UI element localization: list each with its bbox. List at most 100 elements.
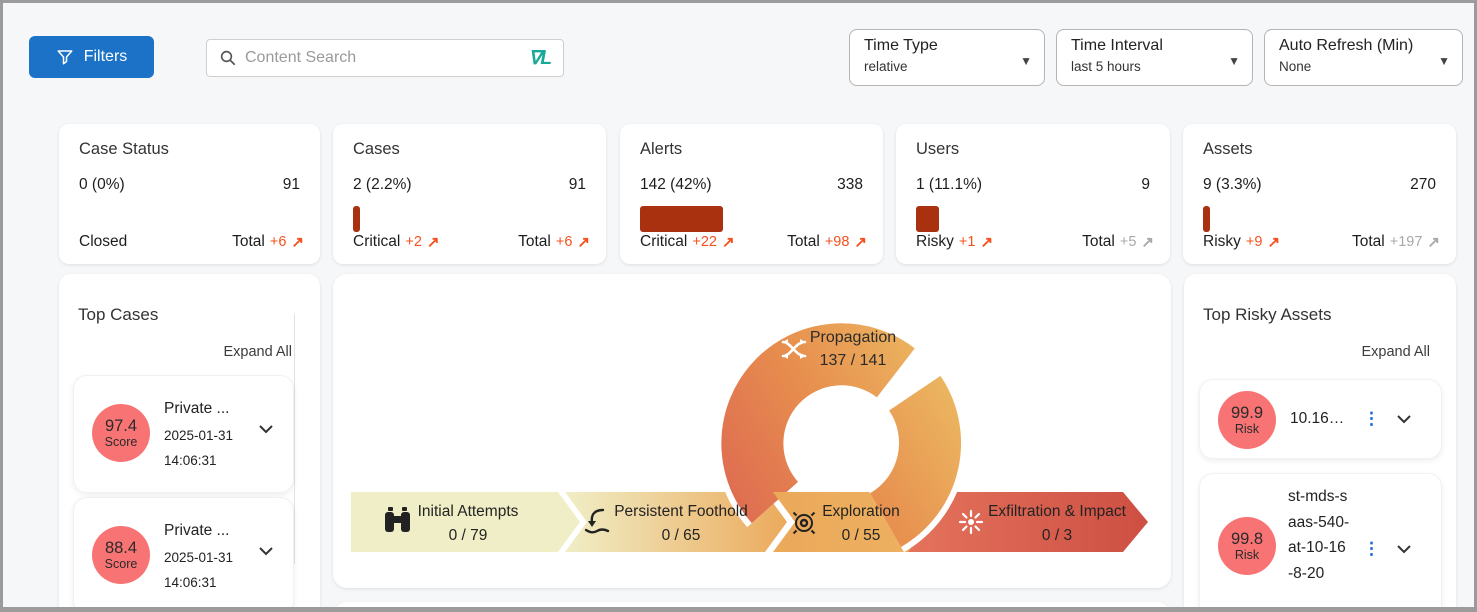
kebab-menu-icon[interactable]: ⋮ xyxy=(1363,409,1380,428)
top-risky-assets-title: Top Risky Assets xyxy=(1203,305,1332,324)
case-list-item[interactable]: 97.4 Score Private ... 2025-01-31 14:06:… xyxy=(73,375,294,493)
drilldown-arrow-icon[interactable]: ↗ xyxy=(1141,234,1154,251)
total-delta[interactable]: +5 xyxy=(1119,234,1137,250)
chevron-down-icon[interactable] xyxy=(258,546,274,556)
critical-delta[interactable]: +2 xyxy=(405,234,422,250)
time-type-value: relative xyxy=(864,59,908,74)
asset-risk-score: 99.8 xyxy=(1230,530,1264,548)
case-score: 88.4 xyxy=(104,539,138,557)
asset-name[interactable]: 10.16… xyxy=(1290,410,1345,427)
stage-label-block: Exploration 0 / 55 xyxy=(761,500,961,548)
risky-bar xyxy=(916,206,939,232)
stage-initial-attempts-label: Initial Attempts xyxy=(417,503,519,520)
time-interval-dropdown[interactable]: Time Interval last 5 hours ▼ xyxy=(1056,29,1253,86)
total-delta[interactable]: +6 xyxy=(269,234,287,250)
impact-burst-icon xyxy=(958,509,984,535)
card-right-value: 270 xyxy=(1410,176,1436,193)
card-title: Cases xyxy=(353,140,400,158)
target-icon xyxy=(792,511,816,535)
card-left-label: Risky xyxy=(916,233,954,250)
chevron-down-icon[interactable] xyxy=(258,424,274,434)
risky-delta[interactable]: +9 xyxy=(1245,234,1263,250)
chevron-down-icon: ▼ xyxy=(1228,54,1240,68)
asset-risk-badge: 99.8 Risk xyxy=(1218,517,1276,575)
propagation-loop-segment[interactable] xyxy=(721,323,915,524)
case-score-label: Score xyxy=(104,557,138,571)
drilldown-arrow-icon[interactable]: ↗ xyxy=(1427,234,1440,251)
stage-exfiltration-impact-shape[interactable] xyxy=(908,492,1148,552)
chevron-down-icon[interactable] xyxy=(1396,414,1412,424)
propagation-loop-segment[interactable] xyxy=(868,375,962,547)
asset-name[interactable]: st-mds-saas-540-at-10-16-8-20 xyxy=(1288,488,1350,582)
kill-chain-graphic xyxy=(351,317,1148,553)
case-name[interactable]: Private ... xyxy=(164,522,230,539)
kill-chain-panel: Propagation 137 / 141 Initial Attempts 0… xyxy=(333,274,1171,588)
drilldown-arrow-icon[interactable]: ↗ xyxy=(854,234,867,251)
search-input[interactable] xyxy=(245,49,521,67)
propagation-label: Propagation xyxy=(809,329,897,346)
top-risky-assets-expand-all[interactable]: Expand All xyxy=(1361,344,1430,360)
drilldown-arrow-icon[interactable]: ↗ xyxy=(980,234,994,251)
asset-list-item[interactable]: 99.8 Risk st-mds-saas-540-at-10-16-8-20 … xyxy=(1199,473,1442,607)
stage-persistent-foothold-shape[interactable] xyxy=(565,492,787,552)
stage-label-block: Initial Attempts 0 / 79 xyxy=(368,500,568,548)
card-left-value: 2 (2.2%) xyxy=(353,176,412,193)
auto-refresh-value: None xyxy=(1279,59,1312,74)
kebab-menu-icon[interactable]: ⋮ xyxy=(1363,539,1380,558)
stage-label-block: Exfiltration & Impact 0 / 3 xyxy=(957,500,1157,548)
stage-exploration-label: Exploration xyxy=(822,503,900,520)
case-name[interactable]: Private ... xyxy=(164,400,230,417)
asset-list-item[interactable]: 99.9 Risk 10.16… ⋮ xyxy=(1199,379,1442,459)
stage-initial-attempts-value: 0 / 79 xyxy=(448,527,488,544)
card-title: Users xyxy=(916,140,960,158)
top-cases-expand-all[interactable]: Expand All xyxy=(223,344,292,360)
top-risky-assets-panel: Top Risky Assets Expand All 99.9 Risk 10… xyxy=(1184,274,1456,607)
total-delta[interactable]: +197 xyxy=(1389,234,1423,250)
case-score-badge: 97.4 Score xyxy=(92,404,150,462)
card-title: Assets xyxy=(1203,140,1253,158)
asset-risk-badge: 99.9 Risk xyxy=(1218,391,1276,449)
risky-delta[interactable]: +1 xyxy=(958,234,976,250)
asset-risk-label: Risk xyxy=(1234,422,1260,436)
search-icon xyxy=(220,50,236,66)
next-panel-sliver xyxy=(333,602,1171,607)
case-list-item[interactable]: 88.4 Score Private ... 2025-01-31 14:06:… xyxy=(73,497,294,607)
drilldown-arrow-icon[interactable]: ↗ xyxy=(577,234,590,251)
card-right-label: Total xyxy=(1352,233,1385,250)
card-right-value: 9 xyxy=(1141,176,1150,193)
drilldown-arrow-icon[interactable]: ↗ xyxy=(291,234,304,251)
asset-risk-score: 99.9 xyxy=(1230,404,1264,422)
case-date: 2025-01-31 xyxy=(164,550,234,565)
binoculars-icon xyxy=(385,507,410,532)
stage-exploration-value: 0 / 55 xyxy=(841,527,881,544)
stage-exfiltration-impact-label: Exfiltration & Impact xyxy=(988,503,1126,520)
alerts-card: Alerts 142 (42%) 338 Critical +22 ↗ Tota… xyxy=(620,124,883,264)
time-type-dropdown[interactable]: Time Type relative ▼ xyxy=(849,29,1045,86)
drilldown-arrow-icon[interactable]: ↗ xyxy=(1267,234,1281,251)
card-left-value: 142 (42%) xyxy=(640,176,712,193)
filters-button[interactable]: Filters xyxy=(29,36,154,78)
stage-exfiltration-impact-value: 0 / 3 xyxy=(1041,527,1073,544)
lucene-toggle-icon[interactable]: ∇L xyxy=(528,47,552,69)
card-title: Alerts xyxy=(640,140,683,158)
chevron-down-icon: ▼ xyxy=(1020,54,1032,68)
card-left-label: Risky xyxy=(1203,233,1241,250)
auto-refresh-dropdown[interactable]: Auto Refresh (Min) None ▼ xyxy=(1264,29,1463,86)
cases-card: Cases 2 (2.2%) 91 Critical +2 ↗ Total +6… xyxy=(333,124,606,264)
case-score: 97.4 xyxy=(104,417,138,435)
scrollbar-track[interactable] xyxy=(294,314,295,564)
total-delta[interactable]: +6 xyxy=(555,234,573,250)
time-interval-value: last 5 hours xyxy=(1071,59,1141,74)
content-search-box[interactable]: ∇L xyxy=(206,39,564,77)
chevron-down-icon[interactable] xyxy=(1396,544,1412,554)
drilldown-arrow-icon[interactable]: ↗ xyxy=(426,234,440,251)
critical-delta[interactable]: +22 xyxy=(692,234,717,250)
drilldown-arrow-icon[interactable]: ↗ xyxy=(721,234,735,251)
risky-bar xyxy=(1203,206,1210,232)
total-delta[interactable]: +98 xyxy=(824,234,850,250)
card-title: Case Status xyxy=(79,140,169,158)
stage-initial-attempts-shape[interactable] xyxy=(351,492,580,552)
card-right-label: Total xyxy=(232,233,265,250)
case-score-label: Score xyxy=(104,435,138,449)
